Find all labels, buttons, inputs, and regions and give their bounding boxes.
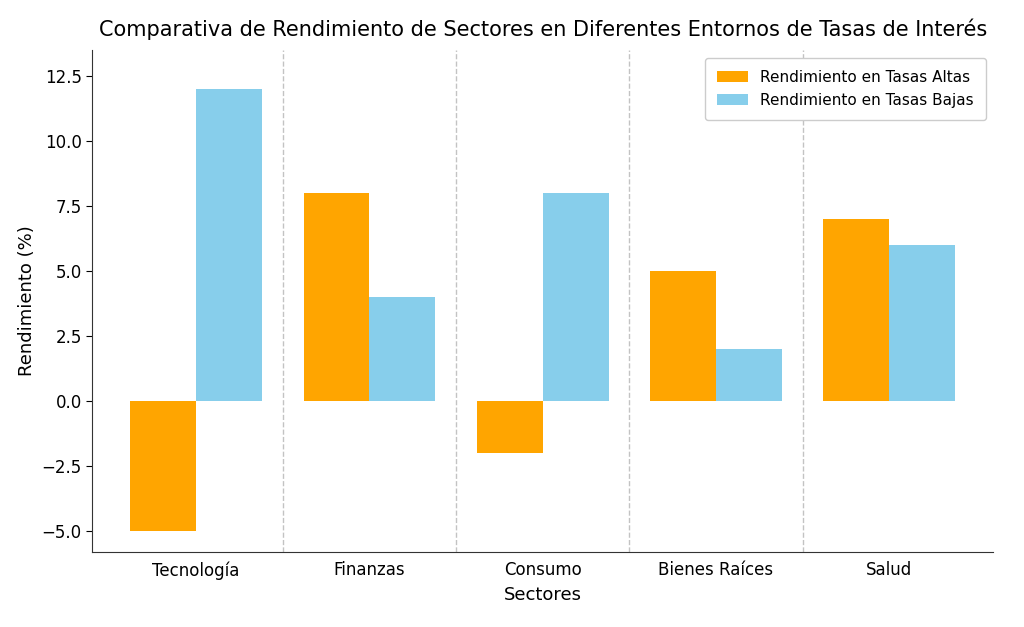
Bar bbox=[303, 193, 370, 401]
Bar bbox=[823, 219, 889, 401]
Bar bbox=[650, 271, 716, 401]
Bar bbox=[543, 193, 608, 401]
Bar bbox=[197, 89, 262, 401]
X-axis label: Sectores: Sectores bbox=[504, 586, 582, 604]
Bar bbox=[130, 401, 197, 531]
Legend: Rendimiento en Tasas Altas, Rendimiento en Tasas Bajas: Rendimiento en Tasas Altas, Rendimiento … bbox=[705, 58, 986, 120]
Bar bbox=[477, 401, 543, 453]
Bar bbox=[889, 245, 955, 401]
Bar bbox=[370, 297, 435, 401]
Title: Comparativa de Rendimiento de Sectores en Diferentes Entornos de Tasas de Interé: Comparativa de Rendimiento de Sectores e… bbox=[98, 19, 987, 40]
Bar bbox=[716, 349, 782, 401]
Y-axis label: Rendimiento (%): Rendimiento (%) bbox=[18, 226, 36, 376]
